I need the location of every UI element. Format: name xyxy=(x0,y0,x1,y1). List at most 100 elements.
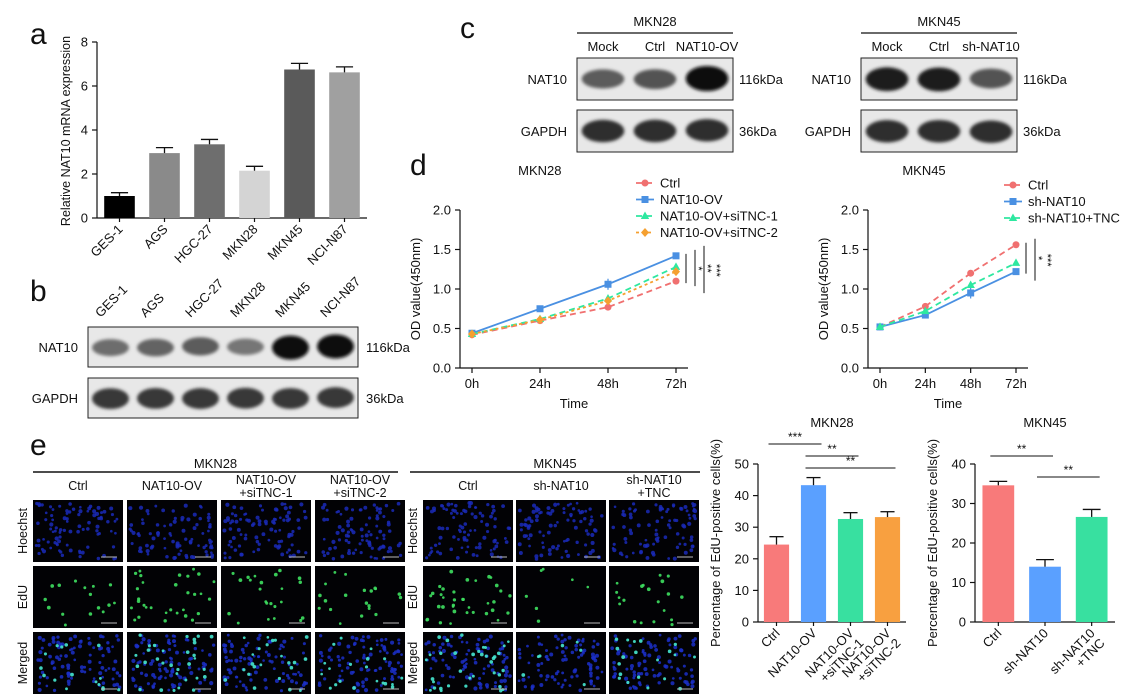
edu-positive-cell xyxy=(666,574,670,578)
nucleus xyxy=(465,652,469,656)
nucleus xyxy=(68,529,73,534)
nucleus xyxy=(281,671,286,676)
nucleus xyxy=(490,511,494,515)
edu-positive-cell xyxy=(43,597,47,602)
nucleus xyxy=(338,674,342,678)
nucleus xyxy=(155,648,160,653)
nucleus xyxy=(374,688,379,692)
edu-positive-cell xyxy=(137,615,141,619)
nucleus xyxy=(541,541,545,545)
nucleus xyxy=(73,634,78,639)
y-tick-label: 30 xyxy=(952,496,966,511)
edu-positive-cell xyxy=(135,664,140,669)
nucleus xyxy=(198,516,202,521)
data-point xyxy=(672,252,680,260)
nucleus xyxy=(114,531,117,535)
nucleus xyxy=(629,515,633,520)
significance-label: ** xyxy=(827,442,837,456)
nucleus xyxy=(325,517,330,522)
nucleus xyxy=(96,505,101,510)
nucleus xyxy=(518,551,523,556)
nucleus xyxy=(344,538,349,543)
edu-positive-cell xyxy=(449,622,452,625)
edu-positive-cell xyxy=(65,687,68,691)
nucleus xyxy=(190,537,194,541)
nucleus xyxy=(534,554,539,559)
nucleus xyxy=(457,528,461,532)
edu-positive-cell xyxy=(452,598,457,602)
nucleus xyxy=(255,515,260,520)
nucleus xyxy=(138,546,143,550)
blot-size-label: 36kDa xyxy=(739,124,777,139)
nucleus xyxy=(546,511,550,515)
edu-positive-cell xyxy=(88,592,93,597)
nucleus xyxy=(600,514,604,518)
lane-label: Mock xyxy=(871,39,903,54)
nucleus xyxy=(485,638,490,643)
nucleus xyxy=(588,671,593,676)
nucleus xyxy=(128,506,133,511)
edu-positive-cell xyxy=(571,578,574,582)
y-tick-label: 0 xyxy=(742,615,749,630)
nucleus xyxy=(340,669,344,673)
panel-b-western-blot: GES-1 AGS HGC-27 MKN28 MKN45 NCI-N87 NAT10 116k… xyxy=(32,274,411,419)
blot-row-label: NAT10 xyxy=(528,72,568,87)
edu-positive-cell xyxy=(660,579,665,584)
nucleus xyxy=(400,653,403,657)
nucleus xyxy=(575,540,579,545)
nucleus xyxy=(691,502,695,506)
nucleus xyxy=(347,540,351,545)
edu-positive-cell xyxy=(364,665,369,669)
nucleus xyxy=(425,506,430,510)
edu-positive-cell xyxy=(615,581,619,585)
nucleus xyxy=(261,532,266,537)
nucleus xyxy=(500,641,504,645)
edu-positive-cell xyxy=(626,638,630,642)
nucleus xyxy=(460,525,465,530)
edu-positive-cell xyxy=(96,606,101,610)
nucleus xyxy=(657,681,661,685)
nucleus xyxy=(263,519,268,524)
nucleus xyxy=(628,528,633,532)
nucleus xyxy=(379,638,384,642)
edu-positive-cell xyxy=(506,611,510,615)
nucleus xyxy=(673,636,678,641)
nucleus xyxy=(235,685,238,688)
nucleus xyxy=(613,505,617,509)
edu-positive-cell xyxy=(618,602,622,606)
nucleus xyxy=(560,650,565,654)
nucleus xyxy=(390,674,394,678)
nucleus xyxy=(531,509,536,514)
edu-positive-cell xyxy=(492,600,496,604)
nucleus xyxy=(98,660,102,665)
nucleus xyxy=(71,507,76,511)
nucleus xyxy=(328,546,332,551)
nucleus xyxy=(446,642,451,647)
nucleus xyxy=(545,649,549,653)
nucleus xyxy=(448,675,452,679)
nucleus xyxy=(58,504,62,508)
bar xyxy=(149,153,180,218)
nucleus xyxy=(346,519,350,524)
nucleus xyxy=(182,651,186,654)
nucleus xyxy=(170,669,175,674)
nucleus xyxy=(237,544,242,548)
nucleus xyxy=(99,646,104,651)
y-tick-label: 0.0 xyxy=(433,361,451,376)
nucleus xyxy=(445,526,450,531)
nucleus xyxy=(473,506,477,509)
nucleus xyxy=(518,656,522,660)
nucleus xyxy=(79,639,83,643)
edu-positive-cell xyxy=(175,672,179,675)
nucleus xyxy=(337,525,342,529)
edu-positive-cell xyxy=(192,640,197,645)
nucleus xyxy=(77,644,83,649)
blot-row-label: NAT10 xyxy=(39,340,79,355)
nucleus xyxy=(92,513,97,518)
nucleus xyxy=(523,685,527,689)
nucleus xyxy=(624,541,628,545)
nucleus xyxy=(465,550,469,554)
nucleus xyxy=(683,505,688,509)
nucleus xyxy=(444,663,448,667)
edu-positive-cell xyxy=(343,593,348,597)
